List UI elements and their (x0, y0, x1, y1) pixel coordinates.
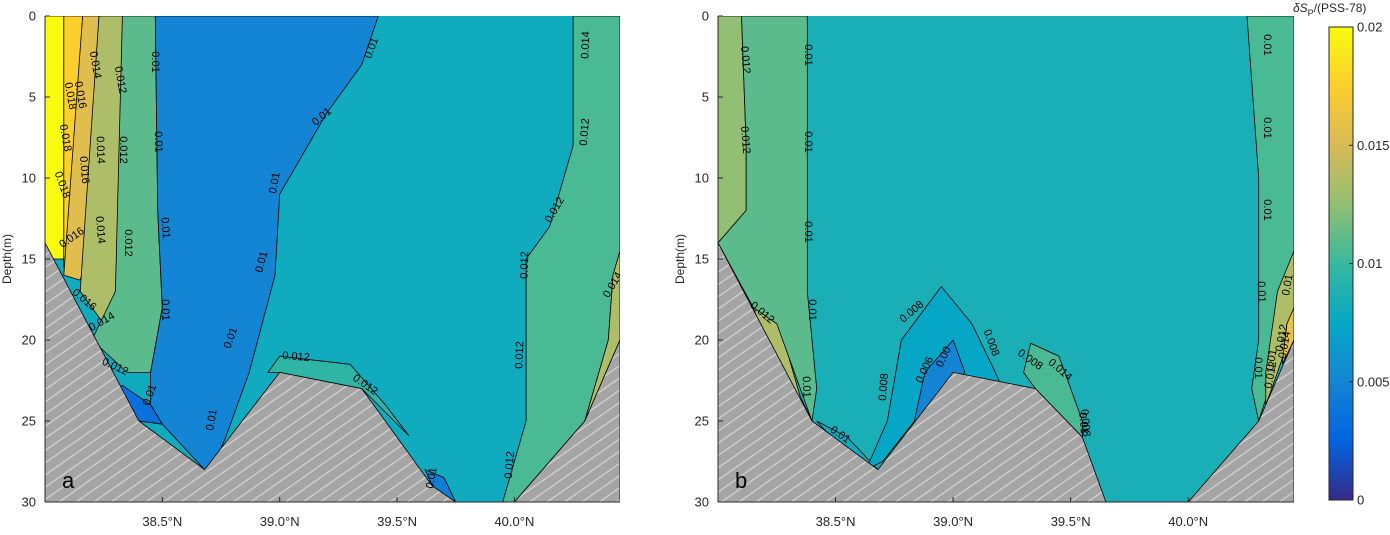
panel-a-contour-label: 0.016 (77, 156, 91, 184)
panel-a-x-tick-label: 40.0°N (494, 514, 534, 529)
panel-a-y-tick-label: 10 (22, 171, 36, 186)
panel-a-y-tick-label: 15 (22, 252, 36, 267)
panel-a-contour-label: 0.014 (93, 216, 107, 244)
panel-a-contour-label: 0.012 (117, 136, 129, 164)
colorbar-tick-label: 0.005 (1357, 374, 1390, 389)
panel-b-region-9 (1281, 307, 1294, 365)
colorbar-title-main: δS (1293, 1, 1308, 15)
panel-b-plot-area: 0.0120.0120.010.010.010.010.010.0120.010… (718, 16, 1296, 502)
panel-a-y-tick-label: 5 (29, 90, 36, 105)
panel-a-y-tick-label: 0 (29, 9, 36, 24)
panel-b-contour-label: 0.01 (1261, 34, 1273, 55)
panel-a-contour-label: 0.012 (282, 350, 310, 364)
panel-b-contour-label: 0.01 (1280, 273, 1296, 296)
colorbar-title: δSP/(PSS-78) (1293, 1, 1366, 18)
panel-a-contour-label: 0.012 (513, 341, 526, 369)
panel-a-contour-label: 0.01 (158, 217, 172, 239)
panel-b-contour-label: 0.012 (1263, 360, 1280, 389)
panel-b-contour-label: 0.01 (802, 221, 814, 242)
panel-a-contour-label: 0.016 (72, 80, 89, 109)
panel-a-contour-label: 0.01 (253, 250, 270, 274)
colorbar-tick-label: 0.02 (1357, 20, 1382, 35)
panel-b-contour-label: 0.01 (1076, 412, 1090, 434)
panel-b-y-tick-label: 25 (695, 414, 709, 429)
panel-a-y-tick-label: 20 (22, 333, 36, 348)
panel-a-contour-label: 0.018 (62, 81, 79, 110)
panel-a-seabed (45, 242, 620, 502)
panel-b-x-tick-label: 39.0°N (933, 514, 973, 529)
panel-b-y-tick-label: 20 (695, 333, 709, 348)
panel-b-contour-label: 0.01 (806, 299, 818, 320)
panel-b-contour-label: 0.01 (802, 131, 814, 152)
panel-b-y-tick-label: 0 (702, 9, 709, 24)
panel-a-region-8 (424, 468, 457, 502)
panel-b-x-tick-label: 38.5°N (816, 514, 856, 529)
panel-a-contour-label: 0.01 (204, 408, 220, 431)
panel-b-contour-label: 0.012 (738, 126, 752, 154)
panel-b-contour-label: 0.01 (1261, 117, 1273, 138)
colorbar-title-unit: /(PSS-78) (1314, 1, 1367, 15)
panel-b-y-tick-label: 5 (702, 90, 709, 105)
panel-a-contour-label: 0.018 (57, 123, 74, 152)
panel-a-x-tick-label: 39.0°N (260, 514, 300, 529)
panel-b-y-tick-label: 10 (695, 171, 709, 186)
panel-a-contour-label: 0.01 (149, 51, 161, 72)
panel-b: 0.0120.0120.010.010.010.010.010.0120.010… (673, 9, 1296, 529)
panel-b-contour-label: 0.01 (1264, 348, 1280, 371)
panel-a-x-tick-label: 38.5°N (142, 514, 182, 529)
panel-b-contour-label: 0.01 (1261, 199, 1273, 220)
panel-a-contour-label: 0.012 (122, 229, 134, 257)
panel-a-contour-label: 0.01 (152, 131, 165, 153)
panel-b-x-tick-label: 39.5°N (1051, 514, 1091, 529)
panel-b-contour-label: 0.008 (1078, 409, 1092, 437)
panel-a-contour-label: 0.01 (267, 171, 283, 194)
panel-b-region-1 (718, 16, 818, 422)
panel-b-y-tick-label: 30 (695, 495, 709, 510)
panel-b-letter: b (735, 468, 747, 493)
colorbar: 0 0.005 0.01 0.015 0.02 δSP/(PSS-78) (1293, 1, 1390, 508)
panel-a-contour-label: 0.012 (578, 118, 592, 146)
colorbar-tick-label: 0.01 (1357, 256, 1382, 271)
panel-b-contour-label: 0.01 (1255, 281, 1268, 303)
panel-b-y-tick-label: 15 (695, 252, 709, 267)
panel-a-y-tick-label: 25 (22, 414, 36, 429)
panel-b-x-tick-label: 40.0°N (1168, 514, 1208, 529)
panel-a-x-tick-label: 39.5°N (377, 514, 417, 529)
panel-b-contour-label: 0.012 (1274, 323, 1291, 352)
panel-a-contour-label: 0.01 (159, 299, 172, 321)
panel-a-contour-label: 0.01 (424, 466, 440, 489)
panel-a-y-axis-label: Depth(m) (0, 234, 14, 284)
panel-b-region-8 (1265, 250, 1294, 405)
panel-b-contour-label: 0.01 (800, 376, 813, 398)
panel-a-contour-label: 0.012 (503, 451, 517, 479)
panel-b-contour-label: 0.01 (802, 44, 814, 65)
panel-a-contour-label: 0.014 (579, 31, 592, 59)
colorbar-tick-label: 0 (1357, 493, 1364, 508)
panel-b-seabed (718, 242, 1294, 502)
panel-a-contour-label: 0.012 (518, 251, 531, 279)
panel-a-contour-label: 0.012 (112, 65, 129, 94)
colorbar-tick-label: 0.015 (1357, 138, 1390, 153)
panel-b-contour-label: 0.012 (738, 46, 752, 74)
panel-b-contour-label: 0.014 (1277, 330, 1294, 359)
panel-a-region-9 (502, 16, 620, 502)
panel-a-y-tick-label: 30 (22, 495, 36, 510)
panel-a-letter: a (62, 468, 75, 493)
panel-a-contour-label: 0.014 (94, 136, 107, 164)
panel-a-region-10 (584, 250, 620, 422)
colorbar-title-sub: P (1308, 8, 1314, 18)
panel-b-y-axis-label: Depth(m) (673, 234, 687, 284)
panel-a-contour-label: 0.014 (87, 50, 104, 79)
panel-b-contour-label: 0.01 (1252, 357, 1264, 378)
panel-b-contour-label: 0.008 (877, 373, 891, 401)
